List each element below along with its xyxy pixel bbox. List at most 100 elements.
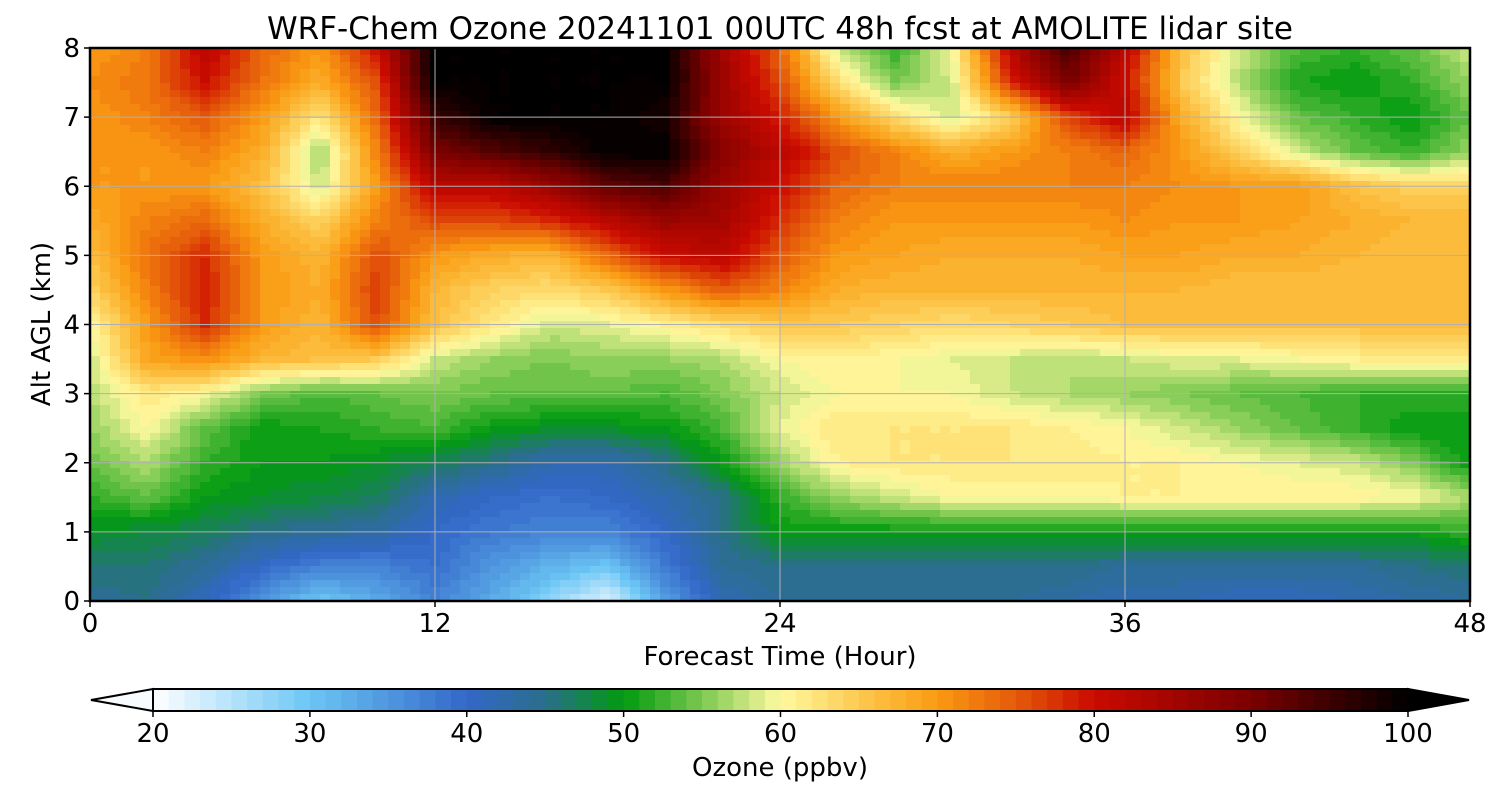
heatmap-cell bbox=[330, 90, 341, 98]
heatmap-cell bbox=[1250, 258, 1261, 266]
heatmap-cell bbox=[670, 125, 681, 133]
heatmap-cell bbox=[190, 223, 201, 231]
heatmap-cell bbox=[1060, 55, 1071, 63]
heatmap-cell bbox=[640, 293, 651, 301]
heatmap-cell bbox=[160, 118, 171, 126]
heatmap-cell bbox=[680, 76, 691, 84]
heatmap-cell bbox=[500, 188, 511, 196]
heatmap-cell bbox=[170, 167, 181, 175]
heatmap-cell bbox=[800, 104, 811, 112]
heatmap-cell bbox=[660, 90, 671, 98]
heatmap-cell bbox=[1030, 181, 1041, 189]
heatmap-cell bbox=[730, 167, 741, 175]
heatmap-cell bbox=[560, 160, 571, 168]
heatmap-cell bbox=[700, 279, 711, 287]
heatmap-cell bbox=[770, 188, 781, 196]
heatmap-cell bbox=[950, 286, 961, 294]
heatmap-cell bbox=[950, 167, 961, 175]
heatmap-cell bbox=[140, 188, 151, 196]
heatmap-cell bbox=[1330, 286, 1341, 294]
heatmap-cell bbox=[210, 76, 221, 84]
heatmap-cell bbox=[750, 202, 761, 210]
heatmap-cell bbox=[950, 223, 961, 231]
heatmap-cell bbox=[600, 90, 611, 98]
heatmap-cell bbox=[1290, 188, 1301, 196]
heatmap-cell bbox=[1240, 55, 1251, 63]
heatmap-cell bbox=[900, 286, 911, 294]
heatmap-cell bbox=[650, 153, 661, 161]
heatmap-cell bbox=[90, 209, 101, 217]
heatmap-cell bbox=[640, 223, 651, 231]
heatmap-cell bbox=[1160, 216, 1171, 224]
heatmap-cell bbox=[420, 279, 431, 287]
heatmap-cell bbox=[650, 251, 661, 259]
heatmap-cell bbox=[1260, 258, 1271, 266]
heatmap-cell bbox=[1220, 286, 1231, 294]
heatmap-cell bbox=[160, 209, 171, 217]
heatmap-cell bbox=[410, 83, 421, 91]
heatmap-cell bbox=[1310, 55, 1321, 63]
heatmap-cell bbox=[1280, 97, 1291, 105]
heatmap-cell bbox=[420, 293, 431, 301]
heatmap-cell bbox=[540, 293, 551, 301]
heatmap-cell bbox=[970, 90, 981, 98]
heatmap-cell bbox=[250, 300, 261, 308]
heatmap-cell bbox=[860, 104, 871, 112]
heatmap-cell bbox=[790, 83, 801, 91]
heatmap-cell bbox=[1090, 202, 1101, 210]
heatmap-cell bbox=[1050, 202, 1061, 210]
heatmap-cell bbox=[910, 83, 921, 91]
heatmap-cell bbox=[1460, 48, 1470, 56]
heatmap-cell bbox=[600, 216, 611, 224]
heatmap-cell bbox=[830, 188, 841, 196]
heatmap-cell bbox=[1090, 174, 1101, 182]
heatmap-cell bbox=[530, 216, 541, 224]
heatmap-cell bbox=[1110, 286, 1121, 294]
heatmap-cell bbox=[620, 139, 631, 147]
heatmap-cell bbox=[1440, 293, 1451, 301]
heatmap-cell bbox=[870, 167, 881, 175]
heatmap-cell bbox=[350, 279, 361, 287]
heatmap-cell bbox=[540, 279, 551, 287]
heatmap-cell bbox=[920, 104, 931, 112]
heatmap-cell bbox=[1150, 48, 1161, 56]
heatmap-cell bbox=[1320, 125, 1331, 133]
heatmap-cell bbox=[610, 125, 621, 133]
heatmap-cell bbox=[260, 300, 271, 308]
heatmap-cell bbox=[230, 111, 241, 119]
heatmap-cell bbox=[140, 209, 151, 217]
heatmap-cell bbox=[390, 195, 401, 203]
heatmap-cell bbox=[100, 104, 111, 112]
heatmap-cell bbox=[230, 223, 241, 231]
heatmap-cell bbox=[1240, 153, 1251, 161]
heatmap-cell bbox=[160, 153, 171, 161]
heatmap-cell bbox=[200, 69, 211, 77]
heatmap-cell bbox=[450, 251, 461, 259]
heatmap-cell bbox=[380, 111, 391, 119]
heatmap-cell bbox=[530, 202, 541, 210]
heatmap-cell bbox=[1240, 237, 1251, 245]
heatmap-cell bbox=[920, 90, 931, 98]
heatmap-cell bbox=[190, 300, 201, 308]
heatmap-cell bbox=[440, 139, 451, 147]
heatmap-cell bbox=[1080, 160, 1091, 168]
heatmap-cell bbox=[540, 216, 551, 224]
heatmap-cell bbox=[470, 83, 481, 91]
heatmap-cell bbox=[1290, 244, 1301, 252]
heatmap-cell bbox=[520, 202, 531, 210]
heatmap-cell bbox=[1330, 104, 1341, 112]
heatmap-cell bbox=[500, 69, 511, 77]
heatmap-cell bbox=[1080, 153, 1091, 161]
heatmap-cell bbox=[670, 286, 681, 294]
heatmap-cell bbox=[460, 76, 471, 84]
heatmap-cell bbox=[940, 237, 951, 245]
heatmap-cell bbox=[550, 90, 561, 98]
heatmap-cell bbox=[1450, 55, 1461, 63]
heatmap-cell bbox=[210, 62, 221, 70]
heatmap-cell bbox=[820, 258, 831, 266]
heatmap-cell bbox=[520, 69, 531, 77]
heatmap-cell bbox=[290, 258, 301, 266]
heatmap-cell bbox=[370, 125, 381, 133]
heatmap-cell bbox=[1310, 237, 1321, 245]
heatmap-cell bbox=[1190, 69, 1201, 77]
